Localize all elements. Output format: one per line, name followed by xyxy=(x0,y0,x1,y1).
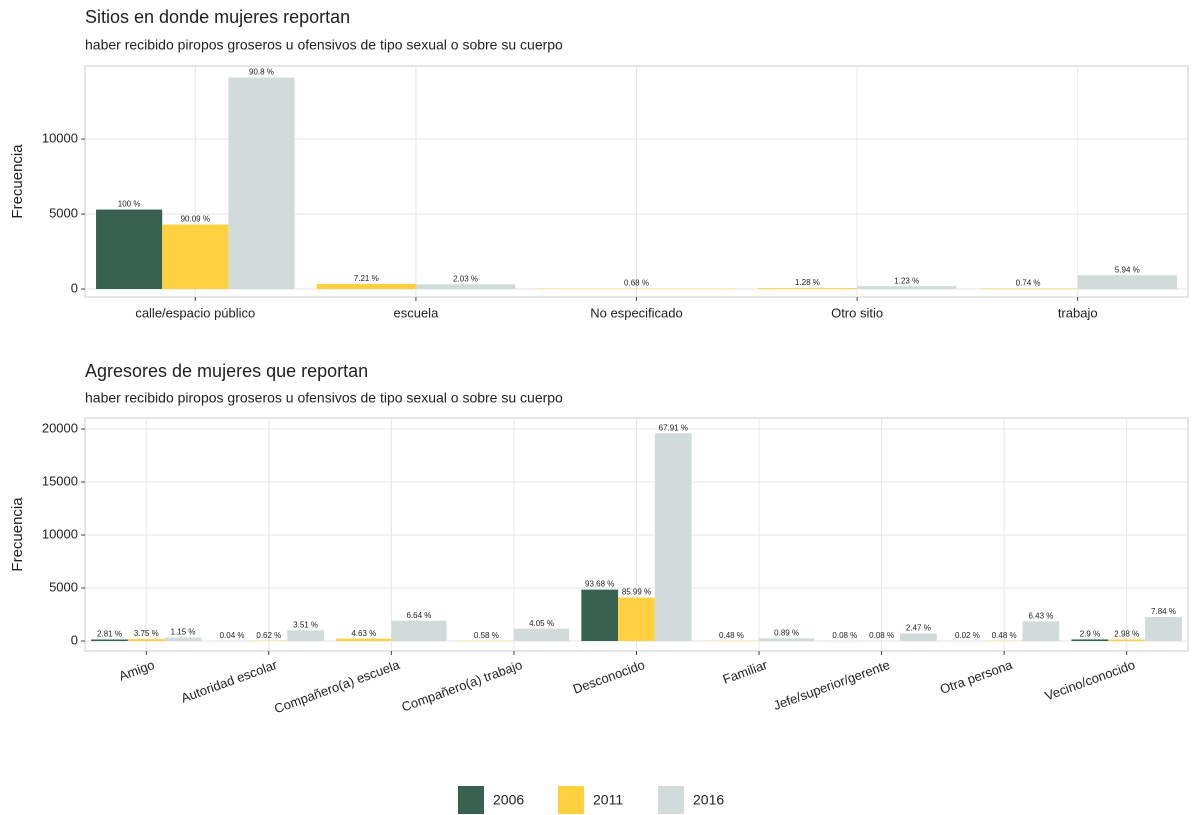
bar-label: 3.75 % xyxy=(134,629,159,638)
bar xyxy=(899,633,937,642)
x-tick-label: escuela xyxy=(393,305,439,320)
x-tick-label: Compañero(a) trabajo xyxy=(399,657,524,715)
legend-swatch xyxy=(658,786,684,814)
chart-subtitle: haber recibido piropos groseros u ofensi… xyxy=(85,37,563,53)
bar-label: 4.63 % xyxy=(351,629,376,638)
bar xyxy=(757,288,858,290)
bar-label: 0.48 % xyxy=(992,631,1017,640)
bar-label: 0.74 % xyxy=(1016,279,1041,288)
bar xyxy=(1077,275,1177,290)
bar-label: 1.28 % xyxy=(795,278,820,287)
bar-label: 0.08 % xyxy=(869,631,894,640)
bar xyxy=(581,589,619,642)
bar xyxy=(618,597,655,642)
bar xyxy=(759,638,815,642)
x-tick-label: Jefe/superior/gerente xyxy=(771,657,892,713)
x-tick-label: Amigo xyxy=(117,657,157,684)
bar xyxy=(336,638,392,642)
bar xyxy=(162,224,229,290)
bar-label: 100 % xyxy=(118,200,141,209)
bar xyxy=(1108,639,1146,642)
legend-label: 2016 xyxy=(693,792,724,808)
bar xyxy=(654,433,692,642)
x-tick-label: Familiar xyxy=(721,657,770,687)
chart-subtitle: haber recibido piropos groseros u ofensi… xyxy=(85,390,563,406)
x-tick-label: Autoridad escolar xyxy=(179,657,280,706)
bar-label: 4.05 % xyxy=(529,619,554,628)
bar xyxy=(391,620,447,642)
x-tick-label: No especificado xyxy=(590,305,683,320)
bar-label: 90.09 % xyxy=(181,215,210,224)
bar-label: 2.98 % xyxy=(1114,630,1139,639)
bar-label: 6.43 % xyxy=(1028,611,1053,620)
bar-label: 2.47 % xyxy=(906,624,931,633)
bar-label: 0.02 % xyxy=(955,631,980,640)
bar xyxy=(1071,639,1109,642)
bar-label: 1.15 % xyxy=(171,628,196,637)
y-tick-label: 10000 xyxy=(42,130,78,145)
legend-label: 2006 xyxy=(493,792,524,808)
bar-label: 0.62 % xyxy=(256,631,281,640)
bar-label: 7.84 % xyxy=(1151,607,1176,616)
bar-label: 2.03 % xyxy=(453,274,478,283)
y-axis-label: Frecuencia xyxy=(9,497,26,572)
chart-title: Sitios en donde mujeres reportan xyxy=(85,7,350,27)
bar xyxy=(857,286,957,290)
x-tick-label: Vecino/conocido xyxy=(1043,657,1137,703)
bar xyxy=(978,288,1078,290)
bar xyxy=(316,283,416,290)
y-tick-label: 5000 xyxy=(49,205,78,220)
bar-label: 0.89 % xyxy=(774,628,799,637)
bar xyxy=(96,209,163,290)
bar-label: 5.94 % xyxy=(1115,265,1140,274)
bar-label: 85.99 % xyxy=(622,588,651,597)
x-tick-label: Desconocido xyxy=(571,657,647,697)
bar-label: 2.9 % xyxy=(1080,630,1100,639)
y-axis-label: Frecuencia xyxy=(9,144,26,219)
bar xyxy=(228,77,295,290)
bar-label: 2.81 % xyxy=(97,630,122,639)
chart-title: Agresores de mujeres que reportan xyxy=(85,361,368,381)
y-tick-label: 5000 xyxy=(49,579,78,594)
bar-label: 3.51 % xyxy=(293,620,318,629)
bar xyxy=(287,630,324,642)
bar-label: 67.91 % xyxy=(659,423,688,432)
bar xyxy=(513,628,570,642)
legend-swatch xyxy=(558,786,584,814)
bar-label: 7.21 % xyxy=(354,274,379,283)
x-tick-label: Otro sitio xyxy=(831,305,883,320)
x-tick-label: calle/espacio público xyxy=(135,305,255,320)
bar-label: 93.68 % xyxy=(585,580,614,589)
bar-label: 0.58 % xyxy=(474,631,499,640)
bar-label: 0.08 % xyxy=(832,631,857,640)
bar xyxy=(91,639,128,642)
x-tick-label: Compañero(a) escuela xyxy=(272,657,402,717)
legend-swatch xyxy=(458,786,484,814)
bar xyxy=(127,639,165,642)
y-tick-label: 0 xyxy=(71,280,78,295)
x-tick-label: trabajo xyxy=(1058,305,1098,320)
bar xyxy=(164,637,202,642)
legend-label: 2011 xyxy=(593,792,623,808)
y-tick-label: 15000 xyxy=(42,473,78,488)
y-tick-label: 0 xyxy=(71,632,78,647)
y-tick-label: 10000 xyxy=(42,526,78,541)
bar-label: 0.48 % xyxy=(719,631,744,640)
x-tick-label: Otra persona xyxy=(938,657,1015,697)
bar xyxy=(1145,617,1182,642)
bar xyxy=(415,284,516,290)
bar-label: 6.64 % xyxy=(407,611,432,620)
bar-label: 90.8 % xyxy=(249,68,274,77)
bar-label: 0.68 % xyxy=(624,279,649,288)
bar-label: 1.23 % xyxy=(894,276,919,285)
bar-label: 0.04 % xyxy=(220,631,245,640)
bar xyxy=(1022,621,1060,642)
y-tick-label: 20000 xyxy=(42,420,78,435)
